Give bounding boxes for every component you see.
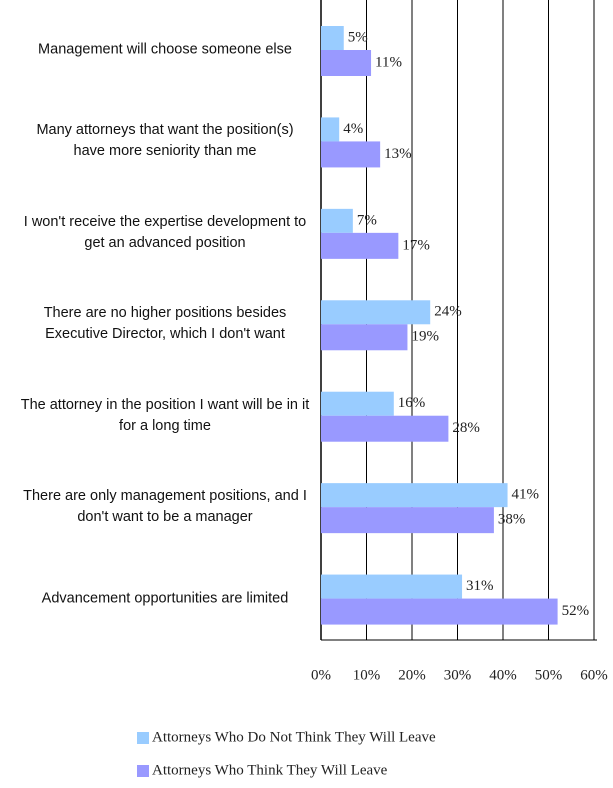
category-label: The attorney in the position I want will… [20,396,310,434]
x-tick-label: 50% [535,667,563,683]
data-label: 28% [452,420,480,436]
data-label: 24% [434,304,462,320]
category-label: Advancement opportunities are limited [41,590,289,607]
x-tick-label: 10% [353,667,381,683]
category-label: Many attorneys that want the position(s)… [36,122,294,160]
bar [321,415,449,442]
bar [321,50,372,76]
bar [321,26,344,50]
data-label: 17% [402,237,430,253]
category-label: There are only management positions, and… [23,488,307,526]
data-label: 38% [498,512,526,528]
data-label: 5% [348,29,368,45]
legend-swatch [137,765,149,777]
bar [321,574,463,599]
x-tick-label: 0% [311,667,331,683]
x-tick-label: 20% [398,667,426,683]
bar [321,483,508,508]
data-label: 7% [357,212,377,228]
x-tick-label: 30% [444,667,472,683]
data-label: 4% [343,121,363,137]
bar [321,141,381,168]
category-label: Management will choose someone else [38,41,292,58]
bar [321,208,353,233]
x-tick-label: 60% [580,667,608,683]
category-label: I won't receive the expertise developmen… [23,213,307,251]
data-label: 31% [466,578,494,594]
data-label: 19% [411,329,439,345]
data-label: 11% [375,54,402,70]
bar [321,232,399,259]
x-tick-label: 40% [489,667,517,683]
legend-swatch [137,732,149,744]
data-label: 13% [384,146,412,162]
data-label: 41% [512,487,540,503]
bar [321,117,340,142]
bar [321,300,431,325]
category-label: There are no higher positions besides Ex… [43,305,287,343]
bar [321,598,558,625]
legend-label: Attorneys Who Think They Will Leave [152,762,388,778]
data-label: 16% [398,395,426,411]
data-label: 52% [562,603,590,619]
legend-label: Attorneys Who Do Not Think They Will Lea… [152,729,436,745]
bar [321,507,494,534]
bar [321,391,394,416]
bar [321,324,408,351]
